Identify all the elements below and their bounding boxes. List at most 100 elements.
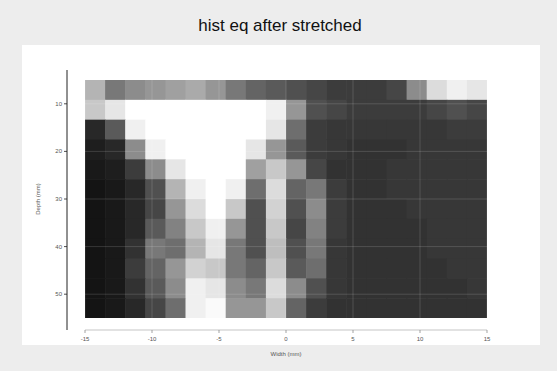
cell <box>346 100 367 120</box>
cell <box>125 199 146 219</box>
cell <box>125 278 146 298</box>
cell <box>246 259 267 279</box>
cell <box>125 239 146 259</box>
cell <box>206 179 227 199</box>
cell <box>165 199 186 219</box>
cell <box>326 80 347 100</box>
cell <box>306 100 327 120</box>
cell <box>346 140 367 160</box>
cell <box>366 100 387 120</box>
cell <box>326 159 347 179</box>
cell <box>266 278 287 298</box>
cell <box>145 199 166 219</box>
x-tick <box>420 330 421 333</box>
cell <box>186 179 207 199</box>
cell <box>226 120 247 140</box>
cell <box>467 259 487 279</box>
cell <box>467 298 487 318</box>
cell <box>246 80 267 100</box>
cell <box>105 219 126 239</box>
cell <box>326 179 347 199</box>
cell <box>226 159 247 179</box>
cell <box>266 219 287 239</box>
x-axis <box>85 330 487 331</box>
y-tick <box>64 199 67 200</box>
cell <box>145 278 166 298</box>
cell <box>206 278 227 298</box>
cell <box>165 219 186 239</box>
cell <box>186 259 207 279</box>
cell <box>226 278 247 298</box>
cell <box>467 199 487 219</box>
x-tick-label: -10 <box>148 336 157 342</box>
cell <box>387 159 408 179</box>
cell <box>85 80 106 100</box>
cell <box>206 100 227 120</box>
cell <box>206 199 227 219</box>
cell <box>467 278 487 298</box>
cell <box>407 239 428 259</box>
cell <box>366 159 387 179</box>
cell <box>85 239 106 259</box>
cell <box>407 80 428 100</box>
cell <box>427 120 448 140</box>
cell <box>326 199 347 219</box>
cell <box>407 298 428 318</box>
grid-line <box>85 199 487 200</box>
cell <box>407 120 428 140</box>
cell <box>326 298 347 318</box>
cell <box>467 80 487 100</box>
cell <box>206 159 227 179</box>
cell <box>306 80 327 100</box>
cell <box>165 298 186 318</box>
cell <box>246 239 267 259</box>
cell <box>387 140 408 160</box>
cell <box>286 120 307 140</box>
cell <box>427 219 448 239</box>
cell <box>306 159 327 179</box>
cell <box>286 179 307 199</box>
cell <box>266 298 287 318</box>
cell <box>85 298 106 318</box>
cell <box>407 100 428 120</box>
cell <box>105 179 126 199</box>
cell <box>125 80 146 100</box>
y-axis-label: Depth (mm) <box>35 183 41 215</box>
cell <box>447 298 468 318</box>
cell <box>226 298 247 318</box>
x-tick-label: 5 <box>351 336 355 342</box>
cell <box>186 100 207 120</box>
cell <box>105 159 126 179</box>
grid-line <box>85 246 487 247</box>
cell <box>145 80 166 100</box>
cell <box>427 100 448 120</box>
cell <box>346 219 367 239</box>
cell <box>447 100 468 120</box>
cell <box>105 278 126 298</box>
cell <box>165 278 186 298</box>
cell <box>427 259 448 279</box>
cell <box>266 140 287 160</box>
cell <box>226 80 247 100</box>
cell <box>366 219 387 239</box>
cell <box>447 239 468 259</box>
cell <box>366 120 387 140</box>
cell <box>206 140 227 160</box>
cell <box>286 159 307 179</box>
x-axis-label: Width (mm) <box>271 351 302 357</box>
x-tick-label: 10 <box>417 336 424 342</box>
figure: hist eq after stretched1020304050-15-10-… <box>0 0 557 371</box>
cell <box>326 219 347 239</box>
cell <box>186 159 207 179</box>
cell <box>125 259 146 279</box>
cell <box>165 259 186 279</box>
cell <box>226 219 247 239</box>
cell <box>427 140 448 160</box>
grid-line <box>85 294 487 295</box>
cell <box>467 140 487 160</box>
cell <box>145 179 166 199</box>
y-tick-label: 30 <box>55 196 62 202</box>
cell <box>306 179 327 199</box>
x-tick <box>487 330 488 333</box>
cell <box>165 140 186 160</box>
